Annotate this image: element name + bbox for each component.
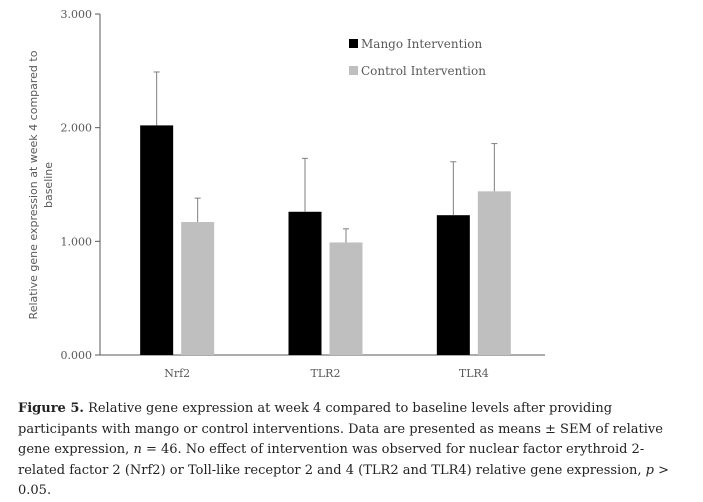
bar — [436, 215, 470, 355]
bar — [329, 242, 363, 355]
y-tick-label: 0.000 — [61, 349, 93, 362]
caption-label: Figure 5. — [18, 401, 84, 416]
y-tick-label: 1.000 — [61, 235, 93, 248]
figure-caption: Figure 5. Relative gene expression at we… — [18, 399, 690, 502]
bar-chart: Relative gene expression at week 4 compa… — [27, 8, 545, 380]
caption-p-variable: p — [645, 462, 654, 478]
bar — [181, 222, 215, 355]
x-tick-label: Nrf2 — [164, 367, 190, 380]
y-tick-label: 2.000 — [61, 122, 93, 135]
bar — [140, 125, 174, 355]
legend-swatch — [349, 39, 358, 48]
y-tick-label: 3.000 — [61, 8, 93, 21]
legend-label: Mango Intervention — [361, 37, 483, 51]
x-tick-label: TLR2 — [311, 367, 341, 380]
legend-swatch — [349, 66, 358, 75]
legend-label: Control Intervention — [361, 64, 486, 78]
caption-text-2: = 46. No effect of intervention was obse… — [18, 442, 645, 478]
y-axis-title-line-1: Relative gene expression at week 4 compa… — [27, 50, 40, 319]
caption-n-variable: n — [133, 442, 142, 457]
y-axis-title-line-2: baseline — [42, 162, 55, 208]
bar — [288, 211, 322, 355]
caption-text-3: > 0.05. — [18, 462, 670, 499]
y-axis-title: Relative gene expression at week 4 compa… — [27, 50, 55, 319]
x-tick-label: TLR4 — [459, 367, 489, 380]
bar — [477, 191, 511, 355]
caption-text-1: Relative gene expression at week 4 compa… — [18, 401, 663, 457]
